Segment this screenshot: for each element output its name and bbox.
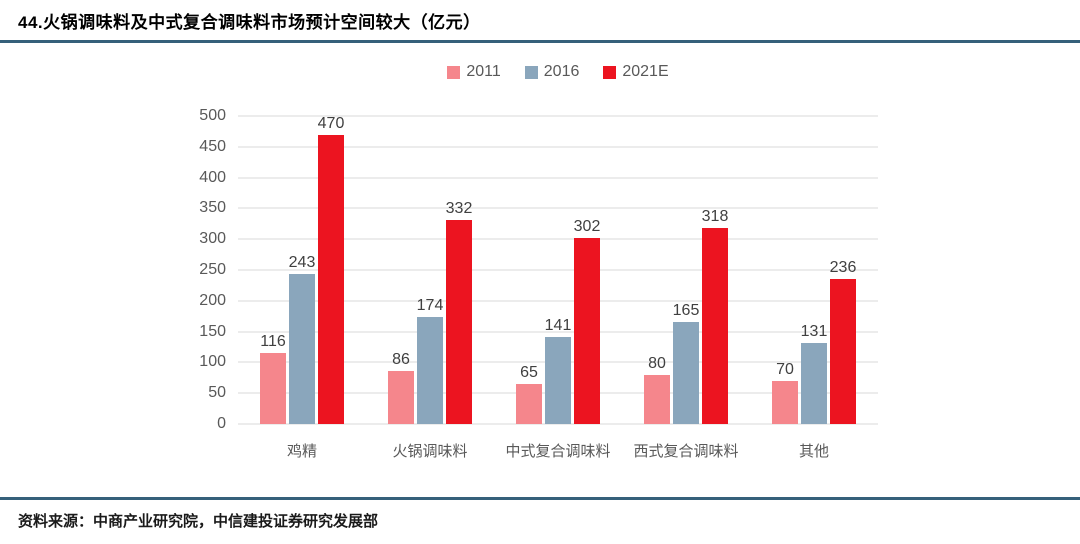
bar-2016 <box>673 322 699 424</box>
legend-swatch-icon <box>447 65 461 79</box>
legend-swatch-icon <box>603 65 617 79</box>
bar-unit: 332 <box>446 116 472 424</box>
bar-unit: 470 <box>318 116 344 424</box>
bar-2016 <box>801 343 827 424</box>
bar-unit: 65 <box>516 116 542 424</box>
y-tick-label: 50 <box>208 384 226 402</box>
bar-unit: 86 <box>388 116 414 424</box>
x-axis-labels: 鸡精 火锅调味料 中式复合调味料 西式复合调味料 其他 <box>238 440 878 461</box>
gridline <box>238 269 878 271</box>
bar-2011 <box>772 380 798 424</box>
bar-value-label: 131 <box>800 323 828 341</box>
bar-value-label: 302 <box>573 217 601 235</box>
y-tick-label: 150 <box>199 322 226 340</box>
gridline <box>238 115 878 117</box>
bar-group: 116 243 470 <box>259 116 346 424</box>
legend-label: 2011 <box>466 63 501 80</box>
legend-item-2016: 2016 <box>524 63 580 80</box>
bar-unit: 70 <box>772 116 798 424</box>
legend: 2011 2016 2021E <box>238 62 878 82</box>
x-axis-label: 火锅调味料 <box>392 443 468 460</box>
bar-2021E <box>574 237 600 424</box>
bar-value-label: 332 <box>445 199 473 217</box>
bar-value-label: 236 <box>829 258 857 276</box>
source-note: 资料来源：中商产业研究院，中信建投证券研究发展部 <box>18 514 379 530</box>
gridline <box>238 300 878 302</box>
footer-rule <box>0 497 1080 500</box>
plot-area: 116 243 470 86 174 332 65 141 302 80 165 318 70 131 23… <box>238 115 878 425</box>
bar-unit: 141 <box>545 116 571 424</box>
y-tick-label: 200 <box>199 291 226 309</box>
bar-2011 <box>260 352 286 424</box>
bar-value-label: 165 <box>672 302 700 320</box>
bar-2011 <box>516 383 542 424</box>
bar-unit: 116 <box>260 116 286 424</box>
bar-2021E <box>446 219 472 424</box>
bar-2021E <box>830 278 856 424</box>
bar-value-label: 174 <box>416 296 444 314</box>
y-tick-label: 300 <box>199 230 226 248</box>
bar-2021E <box>702 228 728 424</box>
y-tick-label: 450 <box>199 137 226 155</box>
bar-2011 <box>388 371 414 424</box>
bar-value-label: 86 <box>392 351 410 369</box>
y-tick-label: 400 <box>199 168 226 186</box>
bar-value-label: 318 <box>701 208 729 226</box>
legend-item-2011: 2011 <box>447 63 501 80</box>
bar-unit: 131 <box>801 116 827 424</box>
y-tick-label: 350 <box>199 199 226 217</box>
bar-value-label: 65 <box>520 363 538 381</box>
bar-value-label: 80 <box>648 354 666 372</box>
y-axis-labels: 0 50 100 150 200 250 300 350 400 450 500 <box>150 108 226 432</box>
bar-unit: 236 <box>830 116 856 424</box>
bar-group: 86 174 332 <box>387 116 474 424</box>
bar-2021E <box>318 135 344 424</box>
bar-value-label: 70 <box>776 360 794 378</box>
gridline <box>238 177 878 179</box>
legend-swatch-icon <box>524 65 538 79</box>
x-axis-label: 鸡精 <box>286 443 317 460</box>
bar-value-label: 470 <box>317 115 345 132</box>
gridline <box>238 238 878 240</box>
x-axis-label: 其他 <box>798 443 829 460</box>
bar-group: 80 165 318 <box>643 116 730 424</box>
x-axis-label: 西式复合调味料 <box>633 443 739 460</box>
x-axis-label: 中式复合调味料 <box>505 443 611 460</box>
bar-unit: 165 <box>673 116 699 424</box>
page-title: 44.火锅调味料及中式复合调味料市场预计空间较大（亿元） <box>18 13 481 32</box>
legend-label: 2016 <box>543 63 580 80</box>
bar-unit: 302 <box>574 116 600 424</box>
bar-unit: 243 <box>289 116 315 424</box>
legend-label: 2021E <box>622 63 669 80</box>
bar-value-label: 243 <box>288 254 316 272</box>
y-tick-label: 0 <box>217 415 226 432</box>
y-tick-label: 500 <box>199 107 226 124</box>
bar-value-label: 116 <box>260 332 286 350</box>
bar-unit: 80 <box>644 116 670 424</box>
gridline <box>238 207 878 209</box>
bar-group: 70 131 236 <box>771 116 858 424</box>
title-rule <box>0 40 1080 43</box>
bar-unit: 174 <box>417 116 443 424</box>
gridline <box>238 146 878 148</box>
y-tick-label: 100 <box>199 353 226 371</box>
bar-2016 <box>545 337 571 424</box>
bar-2016 <box>417 316 443 424</box>
gridline <box>238 423 878 425</box>
bar-2016 <box>289 274 315 424</box>
legend-item-2021E: 2021E <box>603 63 669 80</box>
bar-value-label: 141 <box>544 317 572 335</box>
bar-2011 <box>644 374 670 424</box>
bar-unit: 318 <box>702 116 728 424</box>
y-tick-label: 250 <box>199 261 226 278</box>
bar-groups: 116 243 470 86 174 332 65 141 302 80 165 318 70 131 23… <box>238 116 878 424</box>
bar-group: 65 141 302 <box>515 116 602 424</box>
gridline <box>238 331 878 333</box>
